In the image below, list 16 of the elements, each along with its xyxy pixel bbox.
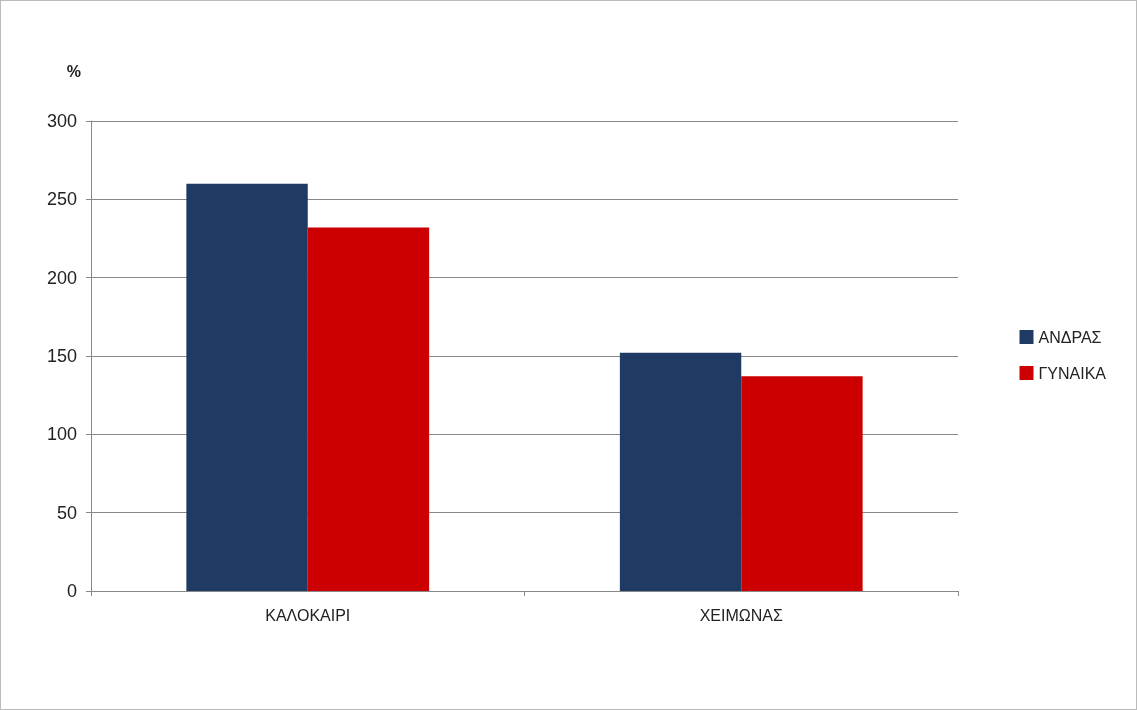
legend-label: ΓΥΝΑΙΚΑ [1038,364,1107,382]
y-tick-label: 300 [46,111,77,131]
y-tick-label: 0 [66,581,77,601]
bar [741,376,863,591]
legend-label: ΑΝΔΡΑΣ [1038,328,1102,346]
x-tick-label: ΧΕΙΜΩΝΑΣ [699,606,783,624]
y-tick-label: 250 [46,189,77,210]
bar [307,227,430,591]
x-tick-label: ΚΑΛΟΚΑΙΡΙ [265,606,351,624]
y-tick-label: 200 [46,267,77,288]
bar [186,183,308,591]
y-axis-title: % [66,62,81,80]
bar [619,352,742,591]
y-tick-label: 150 [46,346,77,366]
y-tick-label: 100 [46,424,77,445]
y-tick-label: 50 [56,502,77,523]
